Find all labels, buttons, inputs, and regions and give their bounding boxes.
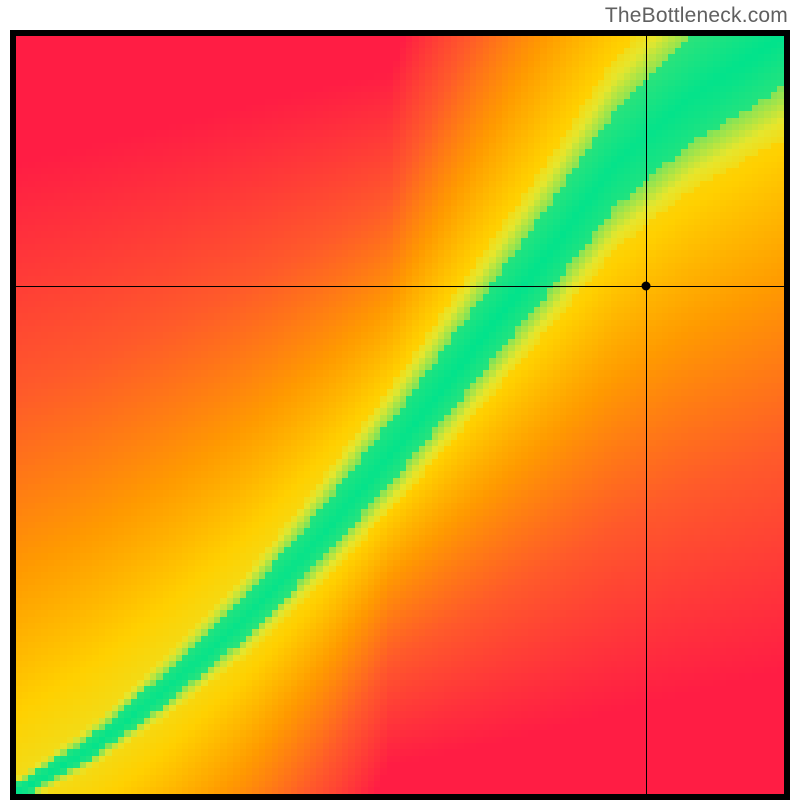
plot-outer-frame: [10, 30, 790, 800]
crosshair-marker[interactable]: [641, 282, 650, 291]
heatmap-canvas: [16, 36, 784, 794]
watermark-text: TheBottleneck.com: [605, 4, 788, 28]
crosshair-horizontal: [16, 286, 784, 287]
crosshair-vertical: [646, 36, 647, 794]
chart-container: TheBottleneck.com: [0, 0, 800, 800]
plot-area: [16, 36, 784, 794]
